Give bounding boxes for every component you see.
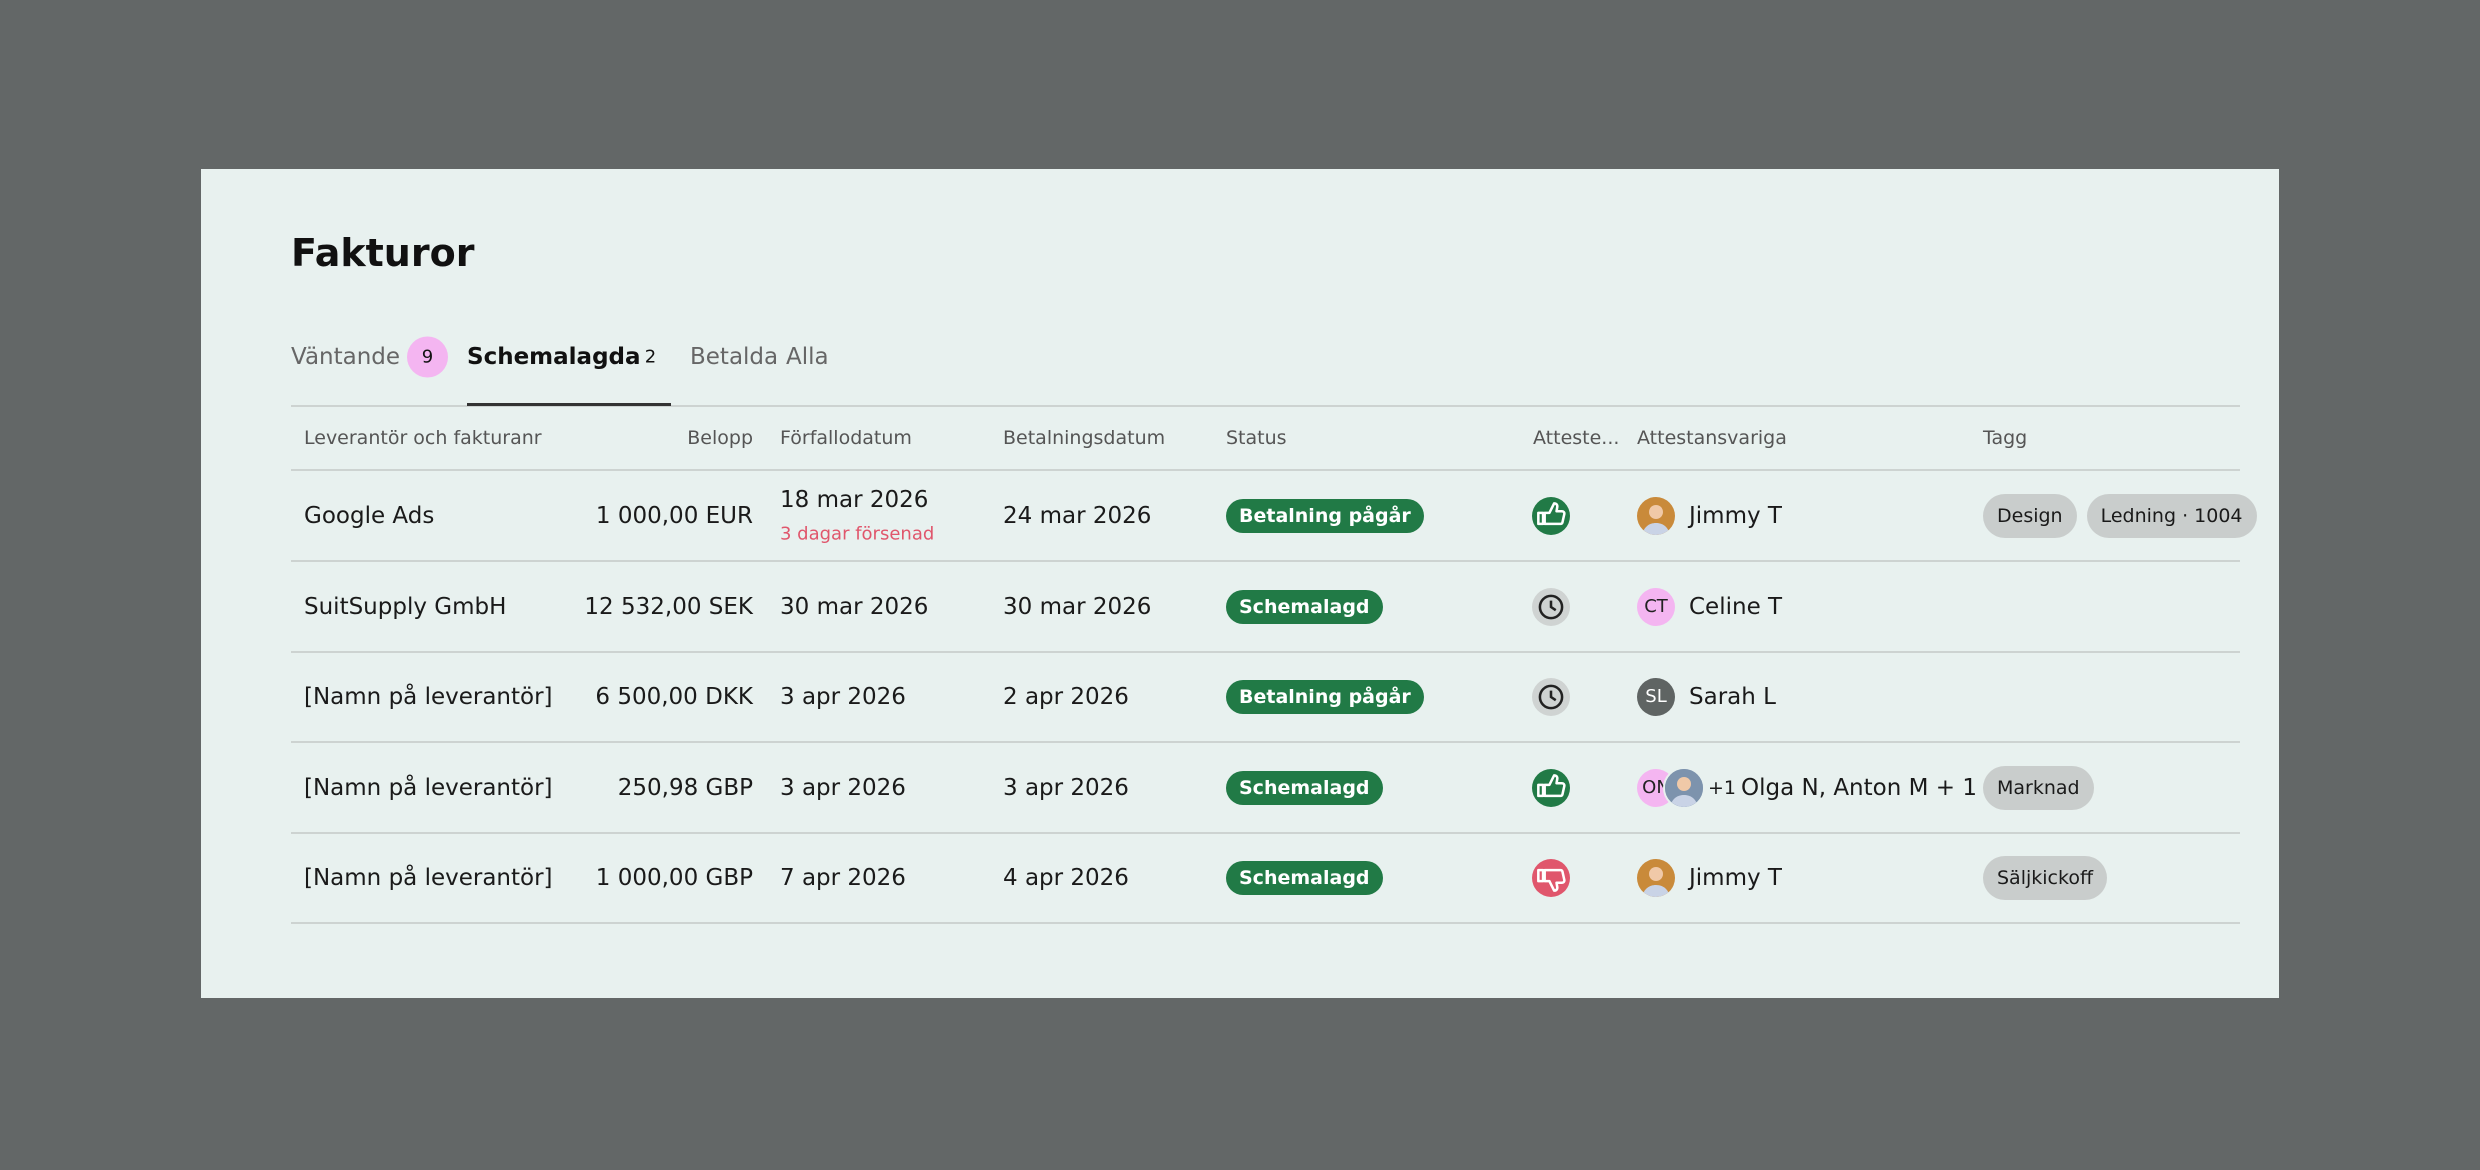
status-badge: Schemalagd — [1226, 589, 1383, 624]
column-header: Betalningsdatum — [1003, 427, 1166, 449]
tab-count: 9 — [407, 336, 448, 378]
approver-name: Celine T — [1689, 593, 1783, 620]
amount: 1 000,00 EUR — [595, 503, 753, 529]
payment-date: 3 apr 2026 — [1003, 774, 1129, 801]
tab[interactable]: Alla — [786, 344, 829, 370]
tag: Säljkickoff — [1983, 856, 2108, 900]
due-note: 3 dagar försenad — [780, 523, 935, 545]
status-badge: Schemalagd — [1226, 770, 1383, 805]
approver-name: Jimmy T — [1689, 865, 1782, 891]
approver-name: Olga N, Anton M + 1 till — [1741, 774, 2013, 801]
status-badge: Betalning pågår — [1226, 680, 1424, 714]
due-date: 30 mar 2026 — [780, 593, 929, 620]
avatar — [1637, 859, 1675, 897]
tag: Marknad — [1983, 765, 2094, 810]
vendor: SuitSupply GmbH — [304, 593, 507, 620]
column-header: Förfallodatum — [780, 427, 912, 449]
column-header: Atteste... — [1533, 427, 1620, 449]
amount: 1 000,00 GBP — [595, 865, 753, 891]
due-date: 7 apr 2026 — [780, 865, 906, 891]
amount: 250,98 GBP — [617, 774, 753, 801]
column-header: Status — [1226, 427, 1287, 449]
row-divider — [291, 560, 2240, 562]
attest-icon — [1532, 859, 1570, 897]
tab-count: 2 — [644, 346, 657, 368]
tab-underline — [467, 403, 671, 406]
tags: Marknad — [1983, 765, 2104, 810]
column-header: Attestansvariga — [1637, 427, 1787, 449]
tag: Design — [1983, 494, 2077, 538]
avatar — [1663, 766, 1705, 809]
attest-icon — [1532, 497, 1570, 535]
tags: Säljkickoff — [1983, 856, 2117, 900]
tag: Ledning · 1004 — [2086, 494, 2257, 538]
avatar: SL — [1637, 678, 1675, 716]
row-divider — [291, 650, 2240, 653]
row-divider — [291, 922, 2240, 924]
divider — [291, 405, 2240, 407]
payment-date: 2 apr 2026 — [1003, 684, 1129, 710]
tags: Design Ledning · 1004 — [1983, 494, 2267, 538]
attest-icon — [1532, 587, 1570, 626]
column-header: Tagg — [1983, 427, 2028, 449]
due-date: 3 apr 2026 — [780, 774, 906, 801]
attest-icon — [1532, 678, 1570, 716]
panel — [201, 169, 2279, 998]
tab[interactable]: Väntande — [291, 344, 401, 370]
approver-name: Jimmy T — [1689, 503, 1782, 529]
status-badge: Betalning pågår — [1226, 499, 1424, 533]
tab[interactable]: Schemalagda — [467, 344, 641, 370]
vendor: [Namn på leverantör] — [304, 774, 553, 801]
avatar-more: +1 — [1708, 776, 1737, 799]
approver-name: Sarah L — [1689, 684, 1776, 710]
divider — [291, 469, 2240, 471]
attest-icon — [1532, 768, 1570, 807]
amount: 6 500,00 DKK — [595, 684, 753, 710]
due-date: 18 mar 2026 — [780, 487, 929, 513]
column-header: Belopp — [687, 427, 753, 449]
payment-date: 24 mar 2026 — [1003, 503, 1152, 529]
amount: 12 532,00 SEK — [584, 593, 753, 620]
payment-date: 4 apr 2026 — [1003, 865, 1129, 891]
vendor: [Namn på leverantör] — [304, 865, 553, 891]
row-divider — [291, 831, 2240, 834]
column-header: Leverantör och fakturanr — [304, 427, 542, 449]
status-badge: Schemalagd — [1226, 861, 1383, 895]
due-date: 3 apr 2026 — [780, 684, 906, 710]
page-title: Fakturor — [291, 231, 475, 275]
tab[interactable]: Betalda — [690, 344, 779, 370]
vendor: Google Ads — [304, 503, 435, 529]
row-divider — [291, 741, 2240, 743]
avatar: CT — [1637, 587, 1675, 626]
payment-date: 30 mar 2026 — [1003, 593, 1152, 620]
avatar — [1637, 497, 1675, 535]
vendor: [Namn på leverantör] — [304, 684, 553, 710]
